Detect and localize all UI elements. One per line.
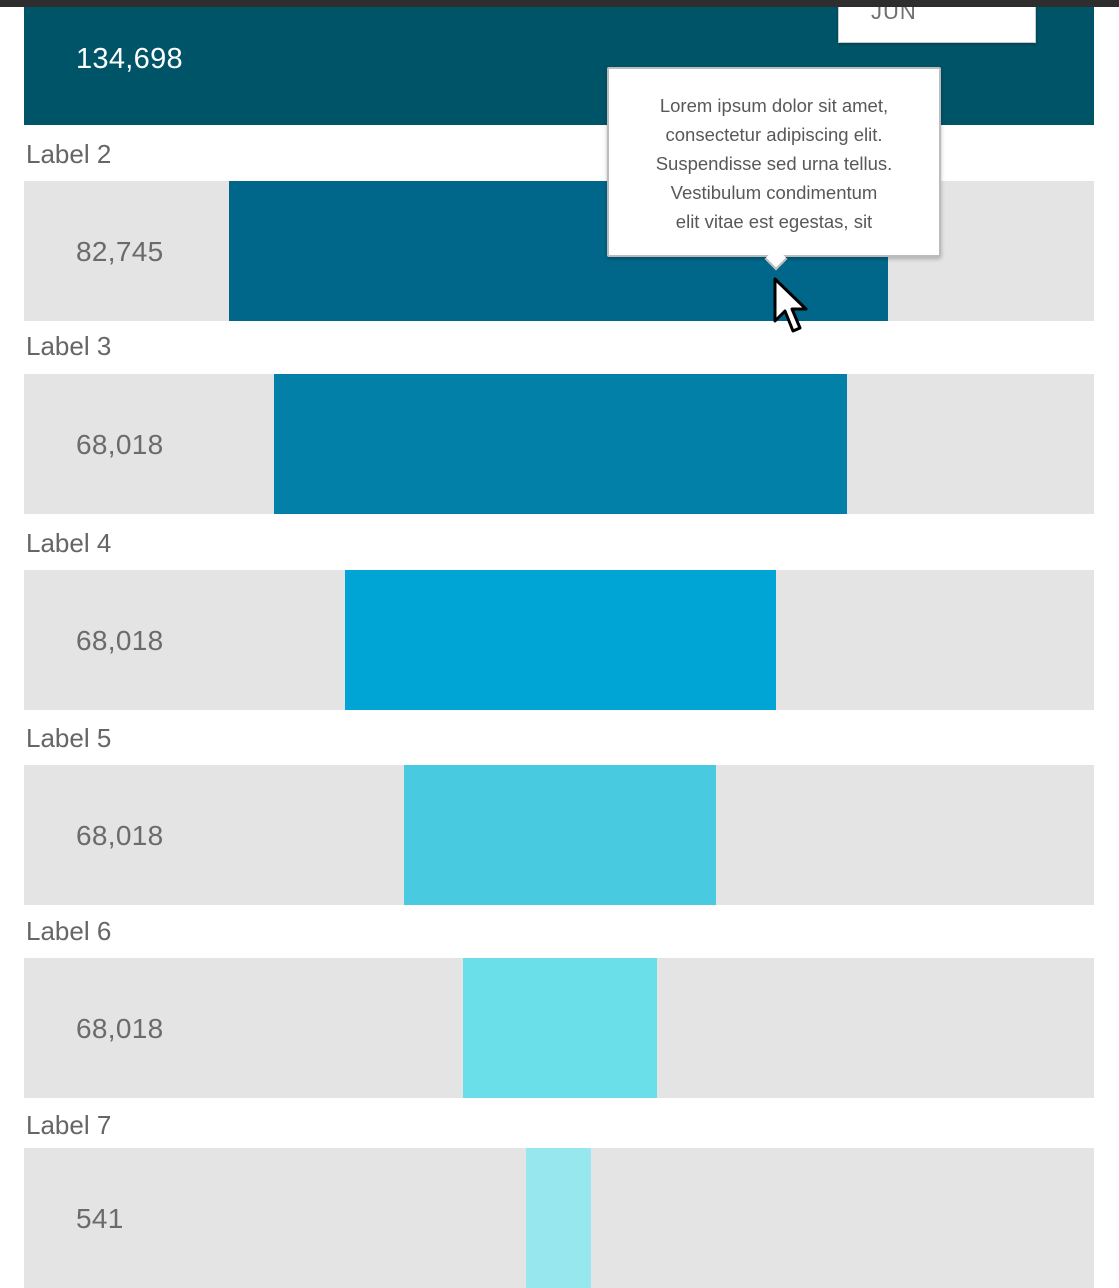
funnel-row-3[interactable]: 68,018	[24, 374, 1094, 514]
row-label-3: Label 3	[26, 331, 112, 361]
row-label-5: Label 5	[26, 723, 112, 753]
tooltip-line: Lorem ipsum dolor sit amet,	[659, 95, 889, 116]
row-label-7: Label 7	[26, 1110, 112, 1140]
funnel-row-6[interactable]: 68,018	[24, 958, 1094, 1098]
tooltip-line: Vestibulum condimentum	[670, 182, 878, 203]
funnel-bar-3[interactable]	[274, 374, 847, 514]
funnel-value-2: 82,745	[76, 236, 164, 267]
funnel-bar-5[interactable]	[404, 765, 716, 905]
funnel-row-4[interactable]: 68,018	[24, 570, 1094, 710]
funnel-bar-7[interactable]	[526, 1148, 591, 1288]
tooltip: Lorem ipsum dolor sit amet, consectetur …	[607, 67, 941, 271]
funnel-value-1: 134,698	[76, 43, 183, 75]
tooltip-line: consectetur adipiscing elit.	[665, 124, 883, 145]
funnel-value-4: 68,018	[76, 625, 164, 656]
window-top-bar	[0, 0, 1119, 7]
month-selector[interactable]: JUN	[838, 7, 1036, 43]
funnel-bar-4[interactable]	[345, 570, 776, 710]
funnel-value-3: 68,018	[76, 429, 164, 460]
tooltip-line: Suspendisse sed urna tellus.	[655, 153, 893, 174]
month-label: JUN	[871, 7, 917, 24]
funnel-row-7[interactable]: 541	[24, 1148, 1094, 1288]
funnel-value-7: 541	[76, 1203, 124, 1234]
funnel-bar-6[interactable]	[463, 958, 657, 1098]
arrow-pointer-icon	[773, 277, 808, 333]
row-label-6: Label 6	[26, 916, 112, 946]
row-label-2: Label 2	[26, 139, 112, 169]
funnel-value-6: 68,018	[76, 1013, 164, 1044]
row-label-4: Label 4	[26, 528, 112, 558]
funnel-row-5[interactable]: 68,018	[24, 765, 1094, 905]
funnel-value-5: 68,018	[76, 820, 164, 851]
tooltip-line: elit vitae est egestas, sit	[675, 211, 873, 232]
funnel-row-1[interactable]: 134,698 JUN	[24, 7, 1094, 125]
